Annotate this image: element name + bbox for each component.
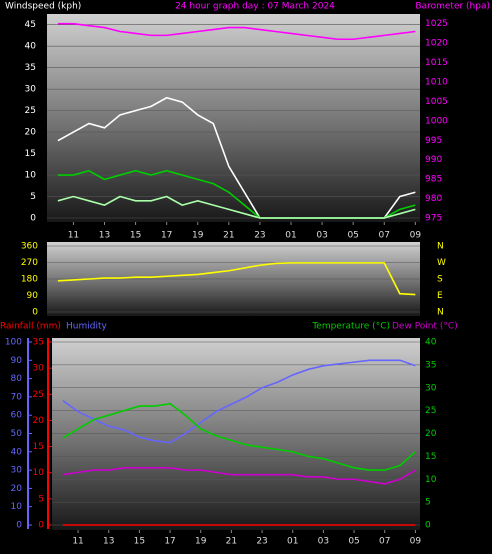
y-tick-label: 0 [16, 521, 22, 531]
y-tick-label: 10 [25, 171, 37, 181]
legend-label: Dew Point (°C) [392, 322, 458, 332]
y2-tick-label: 15 [425, 452, 436, 462]
x-tick-label: 19 [192, 231, 204, 241]
x-tick-label: 21 [226, 537, 237, 547]
y-tick-label: 20 [25, 128, 37, 138]
y3-tick-label: 35 [33, 338, 44, 348]
y2-tick-label: 0 [425, 521, 431, 531]
y2-tick-label: 1015 [425, 58, 448, 68]
x-tick-label: 17 [164, 537, 175, 547]
y2-tick-label: 1020 [425, 39, 448, 49]
plot-area [52, 338, 420, 530]
x-tick-label: 07 [379, 537, 390, 547]
y-tick-label: 10 [11, 502, 23, 512]
y2-tick-label: E [437, 291, 443, 301]
legend-label: Temperature (°C) [311, 322, 390, 332]
y-tick-label: 270 [21, 258, 38, 268]
y2-tick-label: 1005 [425, 97, 448, 107]
y2-tick-label: N [437, 242, 444, 252]
x-tick-label: 19 [195, 537, 207, 547]
y2-tick-label: 1025 [425, 19, 448, 29]
y-tick-label: 20 [11, 484, 23, 494]
y-tick-label: 100 [5, 338, 22, 348]
x-tick-label: 07 [379, 231, 390, 241]
y-axis-title: Windspeed (kph) [5, 2, 81, 12]
series-line [57, 262, 416, 296]
y2-tick-label: 980 [425, 194, 442, 204]
y3-tick-label: 25 [33, 390, 44, 400]
plot-area [47, 14, 420, 222]
y-tick-label: 25 [25, 106, 36, 116]
y-tick-label: 0 [32, 308, 38, 318]
y-tick-label: 60 [11, 411, 23, 421]
y2-tick-label: 5 [425, 498, 431, 508]
y-tick-label: 50 [11, 429, 23, 439]
x-tick-label: 01 [287, 537, 298, 547]
x-tick-label: 11 [72, 537, 83, 547]
y2-tick-label: 10 [425, 475, 437, 485]
y2-tick-label: N [437, 308, 444, 318]
y-tick-label: 0 [30, 214, 36, 224]
x-tick-label: 09 [410, 537, 422, 547]
x-tick-label: 01 [285, 231, 296, 241]
y3-tick-label: 5 [38, 494, 44, 504]
y3-tick-label: 10 [33, 468, 45, 478]
legend-label: Humidity [66, 322, 107, 332]
y3-tick-label: 0 [38, 521, 44, 531]
y2-tick-label: 995 [425, 136, 442, 146]
series-line [57, 195, 416, 219]
y-tick-label: 15 [25, 149, 36, 159]
chart-title: 24 hour graph day : 07 March 2024 [175, 2, 335, 12]
y2-tick-label: 20 [425, 429, 437, 439]
y-tick-label: 35 [25, 63, 36, 73]
y-tick-label: 40 [11, 447, 23, 457]
y2-tick-label: 1010 [425, 78, 448, 88]
y3-tick-label: 30 [33, 364, 45, 374]
y2-tick-label: 975 [425, 214, 442, 224]
y2-tick-label: 985 [425, 175, 442, 185]
y2-tick-label: W [437, 258, 446, 268]
y-tick-label: 90 [27, 291, 39, 301]
x-tick-label: 03 [316, 231, 327, 241]
y-tick-label: 180 [21, 275, 38, 285]
y-tick-label: 360 [21, 242, 38, 252]
series-line [62, 467, 416, 485]
y3-tick-label: 15 [33, 442, 44, 452]
x-tick-label: 03 [318, 537, 329, 547]
y-tick-label: 90 [11, 356, 23, 366]
y-tick-label: 5 [30, 192, 36, 202]
y2-tick-label: 1000 [425, 116, 448, 126]
y2-tick-label: 30 [425, 383, 437, 393]
y-tick-label: 30 [11, 466, 23, 476]
y2-tick-label: 25 [425, 406, 436, 416]
x-tick-label: 23 [256, 537, 267, 547]
y2-tick-label: S [437, 275, 443, 285]
x-tick-label: 17 [161, 231, 172, 241]
x-tick-label: 13 [99, 231, 110, 241]
y2-tick-label: 35 [425, 360, 436, 370]
y2-tick-label: 990 [425, 155, 442, 165]
y2-tick-label: 40 [425, 338, 437, 348]
x-tick-label: 05 [347, 231, 358, 241]
series-line [62, 359, 416, 444]
y-tick-label: 70 [11, 392, 23, 402]
x-tick-label: 23 [254, 231, 265, 241]
y-tick-label: 30 [25, 85, 37, 95]
series-line [62, 402, 416, 471]
x-tick-label: 05 [348, 537, 359, 547]
x-tick-label: 15 [130, 231, 141, 241]
x-tick-label: 21 [223, 231, 234, 241]
x-tick-label: 13 [103, 537, 114, 547]
x-tick-label: 11 [68, 231, 79, 241]
y2-axis-title: Barometer (hpa) [415, 2, 490, 12]
y-tick-label: 45 [25, 20, 36, 30]
x-tick-label: 09 [410, 231, 422, 241]
y3-tick-label: 20 [33, 416, 45, 426]
series-line [57, 22, 416, 41]
y-tick-label: 40 [25, 42, 37, 52]
legend-label: Rainfall (mm) [0, 322, 61, 332]
y-tick-label: 80 [11, 374, 23, 384]
x-tick-label: 15 [134, 537, 145, 547]
